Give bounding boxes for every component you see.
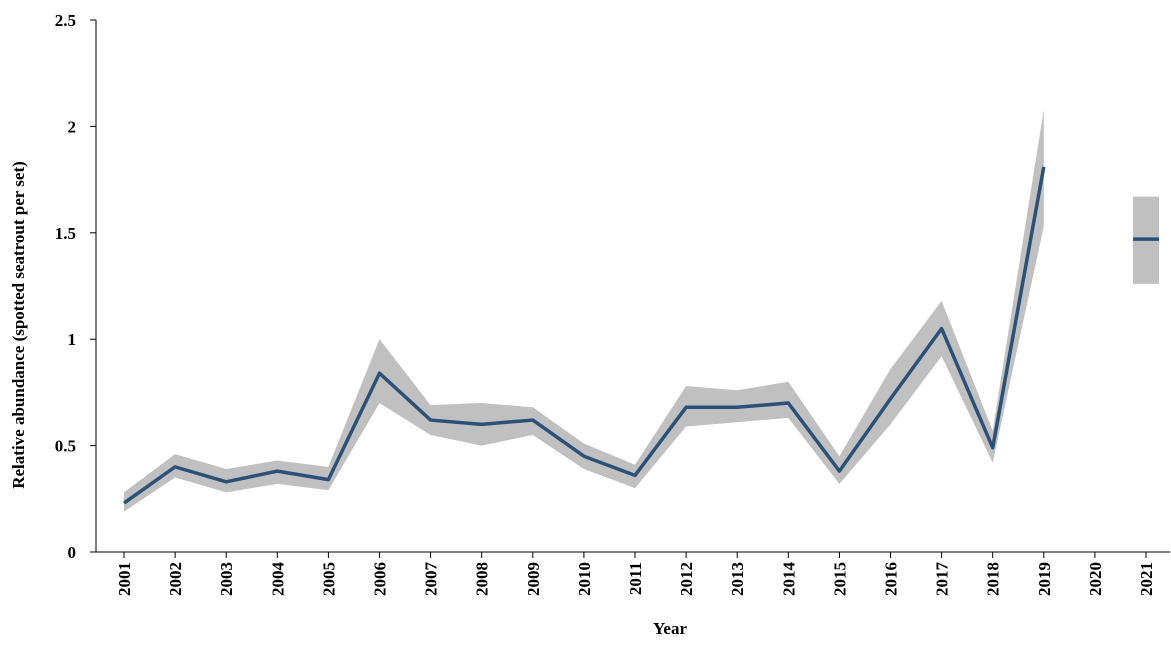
x-tick-label: 2010 [575, 562, 594, 596]
x-tick-label: 2008 [473, 562, 492, 596]
x-tick-label: 2018 [984, 562, 1003, 596]
x-tick-label: 2012 [677, 562, 696, 596]
x-tick-label: 2007 [422, 562, 441, 597]
x-tick-label: 2006 [371, 562, 390, 596]
series-line [122, 166, 1046, 505]
x-tick-label: 2009 [524, 562, 543, 596]
x-tick-label: 2017 [933, 562, 952, 597]
x-tick-label: 2014 [779, 562, 798, 597]
confidence-band [124, 109, 1044, 512]
x-tick-label: 2021 [1137, 562, 1156, 596]
x-tick-label: 2013 [728, 562, 747, 596]
x-tick-label: 2020 [1086, 562, 1105, 596]
y-tick-label: 2.5 [55, 11, 76, 30]
y-tick-label: 2 [68, 117, 77, 136]
y-axis-label: Relative abundance (spotted seatrout per… [9, 161, 28, 489]
x-tick-label: 2015 [830, 562, 849, 596]
x-tick-label: 2001 [115, 562, 134, 596]
x-tick-label: 2011 [626, 562, 645, 595]
y-tick-label: 0 [68, 543, 77, 562]
x-tick-label: 2003 [217, 562, 236, 596]
y-tick-label: 1.5 [55, 224, 76, 243]
x-tick-label: 2019 [1035, 562, 1054, 596]
x-tick-label: 2002 [166, 562, 185, 596]
y-tick-label: 1 [68, 330, 77, 349]
y-tick-label: 0.5 [55, 437, 76, 456]
x-tick-label: 2005 [319, 562, 338, 596]
x-tick-label: 2016 [882, 562, 901, 596]
x-tick-label: 2004 [268, 562, 287, 597]
x-axis-label: Year [653, 619, 687, 638]
